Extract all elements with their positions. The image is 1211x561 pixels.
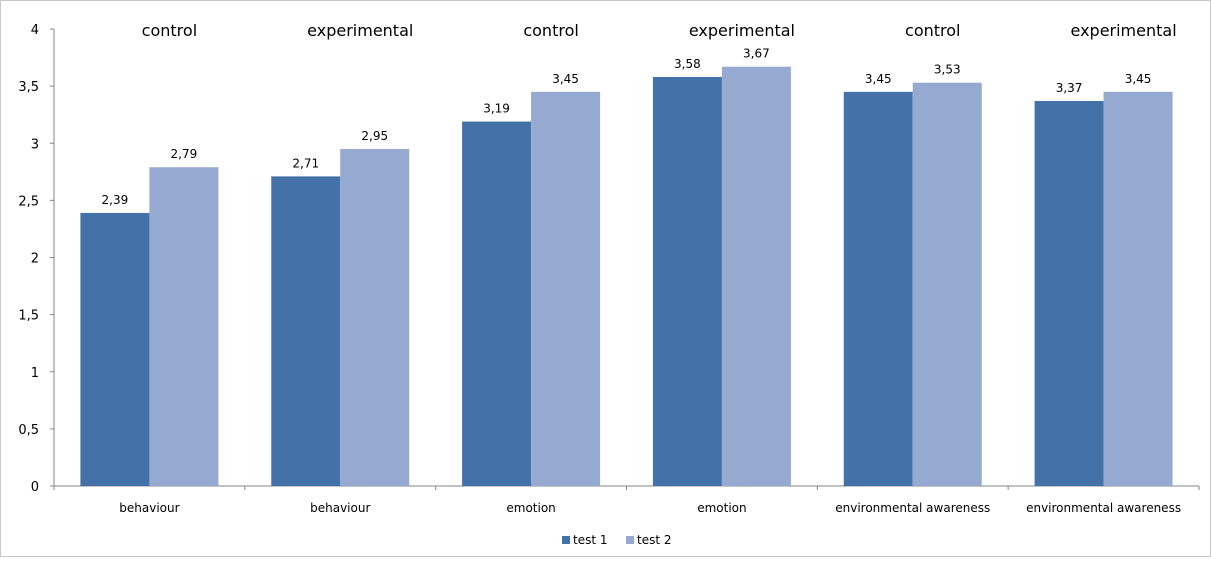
data-label: 2,95	[361, 129, 388, 143]
legend-label: test 2	[637, 533, 672, 547]
group-label: control	[905, 21, 960, 40]
bar-test-2	[531, 91, 601, 487]
data-label: 3,37	[1056, 81, 1083, 95]
legend-label: test 1	[573, 533, 608, 547]
data-label: 2,79	[171, 147, 198, 161]
legend-swatch-test-2	[626, 536, 634, 544]
group-label: experimental	[1071, 21, 1177, 40]
group-label: experimental	[307, 21, 413, 40]
y-tick-label: 3,5	[18, 80, 39, 95]
bar-test-2	[340, 148, 410, 486]
group-label: control	[142, 21, 197, 40]
data-label: 3,67	[743, 47, 770, 61]
bar-test-1	[843, 91, 913, 487]
bar-test-2	[912, 82, 982, 486]
bar-test-2	[149, 167, 219, 486]
y-tick-label: 3	[31, 137, 39, 152]
category-label: emotion	[697, 501, 746, 515]
category-label: behaviour	[119, 501, 179, 515]
y-tick-label: 1,5	[18, 309, 39, 324]
data-label: 3,53	[934, 63, 961, 77]
y-tick-label: 1	[31, 366, 39, 381]
bar-test-1	[1034, 100, 1104, 486]
y-tick-label: 2	[31, 252, 39, 267]
category-label: emotion	[506, 501, 555, 515]
data-label: 3,19	[483, 102, 510, 116]
category-label: environmental awareness	[835, 501, 990, 515]
y-tick-label: 4	[31, 23, 39, 38]
group-label: control	[523, 21, 578, 40]
y-tick-label: 0,5	[18, 423, 39, 438]
bar-test-1	[271, 176, 341, 486]
data-label: 3,58	[674, 57, 701, 71]
y-tick-label: 2,5	[18, 194, 39, 209]
group-label: experimental	[689, 21, 795, 40]
data-label: 2,39	[102, 193, 129, 207]
category-label: behaviour	[310, 501, 370, 515]
bar-test-2	[721, 66, 791, 486]
data-label: 3,45	[1125, 72, 1152, 86]
legend-swatch-test-1	[562, 536, 570, 544]
bar-test-1	[652, 76, 722, 487]
bar-test-1	[462, 121, 532, 486]
data-label: 2,71	[292, 156, 319, 170]
bar-test-2	[1103, 91, 1173, 487]
data-label: 3,45	[552, 72, 579, 86]
data-label: 3,45	[865, 72, 892, 86]
category-label: environmental awareness	[1026, 501, 1181, 515]
bar-test-1	[80, 212, 150, 486]
y-tick-label: 0	[31, 480, 39, 495]
